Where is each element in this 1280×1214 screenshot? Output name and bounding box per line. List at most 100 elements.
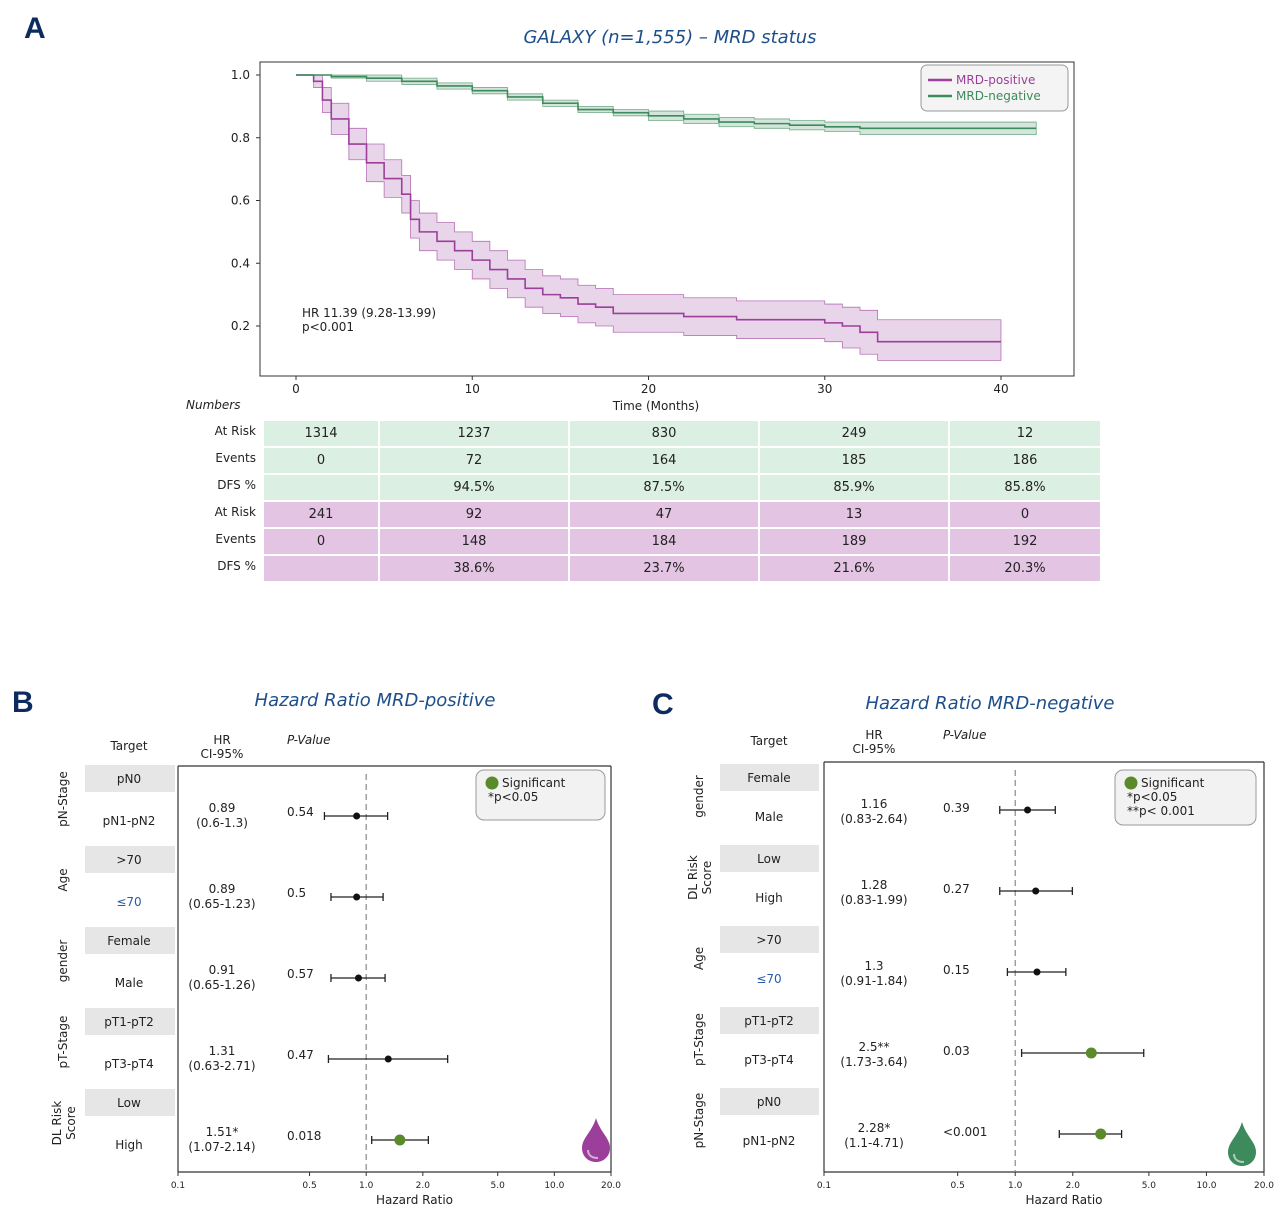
legend-note: *p<0.05 xyxy=(1127,790,1177,804)
ref-box-dl-risk-score xyxy=(720,845,819,872)
target-label-pt-stage: pT3-pT4 xyxy=(744,1053,794,1067)
hr-point xyxy=(354,974,362,982)
risk-table-row: 0 148 184 189 192 xyxy=(264,529,1100,554)
ref-label-gender: Female xyxy=(747,771,790,785)
forest-legend-box xyxy=(1114,769,1257,826)
forest-x-tick-label: 0.1 xyxy=(171,1181,185,1191)
blood-drop-icon xyxy=(582,1118,610,1162)
hr-value: 0.91 xyxy=(209,963,236,977)
km-legend: MRD-positive MRD-negative xyxy=(920,64,1069,112)
significant-legend-dot xyxy=(1124,776,1138,790)
p-value: 0.57 xyxy=(287,967,314,981)
hr-ci: (0.83-1.99) xyxy=(840,893,907,907)
forest-x-tick-label: 5.0 xyxy=(1142,1181,1157,1191)
forest-x-tick-label: 1.0 xyxy=(1008,1181,1023,1191)
group-label-dl-risk-score: DL Risk xyxy=(686,855,700,900)
risk-table-cell: 164 xyxy=(570,448,758,473)
legend-mrd-negative-label: MRD-negative xyxy=(956,89,1041,103)
hr-ci: (0.91-1.84) xyxy=(840,974,907,988)
risk-table-cell: 23.7% xyxy=(570,556,758,581)
ref-label-age: >70 xyxy=(116,853,141,867)
risk-table-cell: 192 xyxy=(950,529,1100,554)
blood-drop-highlight xyxy=(587,1149,599,1159)
hr-value: 1.31 xyxy=(209,1044,236,1058)
hr-ci: (1.07-2.14) xyxy=(188,1140,255,1154)
risk-table-cell xyxy=(264,475,378,500)
ref-box-pt-stage xyxy=(720,1007,819,1034)
group-label-dl-risk-score-2: Score xyxy=(700,861,714,895)
forest-x-tick-label: 1.0 xyxy=(359,1181,374,1191)
risk-table-cell: 85.8% xyxy=(950,475,1100,500)
km-x-tick-label: 0 xyxy=(292,382,300,396)
risk-table-row-label: At Risk xyxy=(214,424,256,438)
ref-label-pt-stage: pT1-pT2 xyxy=(744,1014,794,1028)
hr-point xyxy=(1032,887,1040,895)
risk-table-cell: 249 xyxy=(760,421,948,446)
hr-value: 2.5** xyxy=(858,1040,889,1054)
risk-table-cell: 12 xyxy=(950,421,1100,446)
ref-box-pn-stage xyxy=(85,765,175,792)
km-title: GALAXY (n=1,555) – MRD status xyxy=(523,27,817,48)
significant-legend-dot xyxy=(485,776,499,790)
km-p-annotation: p<0.001 xyxy=(302,320,354,334)
forest-col-target: Target xyxy=(749,734,787,748)
risk-table-cell: 186 xyxy=(950,448,1100,473)
risk-table-cell: 38.6% xyxy=(380,556,568,581)
ref-box-gender xyxy=(720,764,819,791)
risk-table-cell: 1237 xyxy=(380,421,568,446)
hr-ci: (0.65-1.23) xyxy=(188,897,255,911)
ref-label-pn-stage: pN0 xyxy=(117,772,141,786)
target-label-gender: Male xyxy=(755,810,783,824)
ref-label-dl-risk-score: Low xyxy=(117,1096,141,1110)
km-legend-box xyxy=(920,64,1069,112)
risk-table-cell: 72 xyxy=(380,448,568,473)
legend-note-2: **p< 0.001 xyxy=(1127,804,1195,818)
group-label-pt-stage: pT-Stage xyxy=(692,1013,706,1066)
p-value: 0.39 xyxy=(943,801,970,815)
hr-ci: (1.1-4.71) xyxy=(844,1136,904,1150)
legend-note: *p<0.05 xyxy=(488,790,538,804)
numbers-label: Numbers xyxy=(186,398,241,412)
forest-x-tick-label: 2.0 xyxy=(416,1181,431,1191)
risk-table-row-label: Events xyxy=(215,451,256,465)
risk-table-cell: 85.9% xyxy=(760,475,948,500)
ref-box-gender xyxy=(85,927,175,954)
risk-table-row: 241 92 47 13 0 xyxy=(264,502,1100,527)
hr-point xyxy=(384,1055,392,1063)
risk-table-row-label: At Risk xyxy=(214,505,256,519)
risk-table-row-label: Events xyxy=(215,532,256,546)
km-line-mrd-negative xyxy=(296,74,1037,130)
km-x-tick-label: 20 xyxy=(641,382,656,396)
hr-point xyxy=(1024,806,1032,814)
km-x-tick-label: 10 xyxy=(465,382,480,396)
target-label-pn-stage: pN1-pN2 xyxy=(743,1134,796,1148)
risk-table-cell: 830 xyxy=(570,421,758,446)
target-label-pt-stage: pT3-pT4 xyxy=(104,1057,154,1071)
km-y-tick-label: 0.2 xyxy=(231,319,250,333)
km-hr-annotation: HR 11.39 (9.28-13.99) xyxy=(302,306,436,320)
group-label-age: Age xyxy=(692,947,706,970)
group-label-gender: gender xyxy=(692,775,706,818)
forest-c-title: Hazard Ratio MRD-negative xyxy=(865,693,1115,714)
hr-point-significant xyxy=(1095,1128,1107,1140)
target-label-dl-risk-score: High xyxy=(115,1138,143,1152)
hr-point xyxy=(353,893,361,901)
p-value: <0.001 xyxy=(943,1125,987,1139)
p-value: 0.27 xyxy=(943,882,970,896)
forest-col-p: P-Value xyxy=(287,733,331,747)
group-label-gender: gender xyxy=(56,940,70,983)
km-y-tick-label: 0.6 xyxy=(231,194,250,208)
ref-box-age xyxy=(720,926,819,953)
hr-ci: (0.63-2.71) xyxy=(188,1059,255,1073)
km-x-tick-label: 30 xyxy=(817,382,832,396)
hr-ci: (0.6-1.3) xyxy=(196,816,248,830)
km-x-tick-label: 40 xyxy=(993,382,1008,396)
risk-table-row: 94.5% 87.5% 85.9% 85.8% xyxy=(264,475,1100,500)
km-lines xyxy=(296,74,1037,343)
ref-label-pt-stage: pT1-pT2 xyxy=(104,1015,154,1029)
ref-label-age: >70 xyxy=(756,933,781,947)
risk-table-row: 38.6% 23.7% 21.6% 20.3% xyxy=(264,556,1100,581)
risk-table-cell: 0 xyxy=(264,448,378,473)
forest-col-p: P-Value xyxy=(943,728,987,742)
